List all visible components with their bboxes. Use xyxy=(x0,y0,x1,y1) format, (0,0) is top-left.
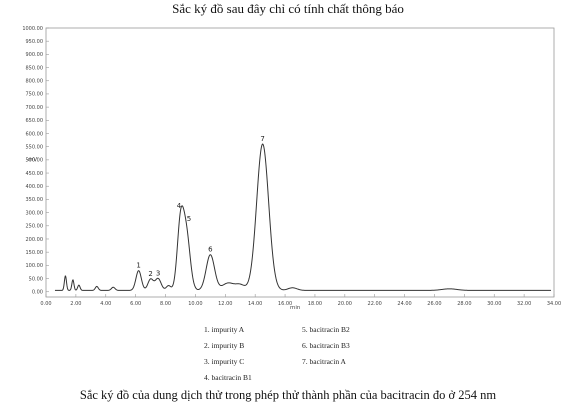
y-tick-label: 350.00 xyxy=(26,197,44,203)
figure-caption: Sắc ký đồ của dung dịch thử trong phép t… xyxy=(79,388,497,402)
y-tick-label: 450.00 xyxy=(26,171,44,177)
x-tick-label: 34.00 xyxy=(547,301,561,307)
x-tick-label: 14.00 xyxy=(248,301,262,307)
y-tick-label: 850.00 xyxy=(26,65,44,71)
peak-label-2: 2 xyxy=(148,270,152,278)
y-tick-label: 500.00 xyxy=(26,158,44,164)
chromatogram-trace xyxy=(54,143,552,291)
peak-label-6: 6 xyxy=(208,246,213,254)
legend-item-impurity-a: 1. impurity A xyxy=(204,325,245,334)
y-tick-label: 0.00 xyxy=(32,290,43,296)
y-axis-unit: mV xyxy=(28,157,37,163)
y-tick-label: 400.00 xyxy=(26,184,44,190)
legend-column-b: 5. bacitracin B2 6. bacitracin B3 7. bac… xyxy=(302,322,350,370)
legend-column-a: 1. impurity A 2. impurity B 3. impurity … xyxy=(204,322,252,386)
peak-label-4: 4 xyxy=(177,202,182,210)
legend-item-bacitracin-b3: 6. bacitracin B3 xyxy=(302,341,350,350)
y-tick-label: 650.00 xyxy=(26,118,44,124)
x-axis-unit: min xyxy=(290,305,301,311)
x-tick-label: 18.00 xyxy=(308,301,322,307)
peak-label-1: 1 xyxy=(136,262,140,270)
x-tick-label: 0.00 xyxy=(40,301,51,307)
y-tick-label: 200.00 xyxy=(26,237,44,243)
legend-item-impurity-c: 3. impurity C xyxy=(204,357,245,366)
peak-label-5: 5 xyxy=(187,215,191,223)
legend-item-impurity-b: 2. impurity B xyxy=(204,341,245,350)
x-tick-label: 16.00 xyxy=(278,301,292,307)
peak-label-3: 3 xyxy=(156,269,160,277)
y-axis: 1000.00 950.00 900.00 850.00 800.00 750.00 700… xyxy=(22,26,49,296)
x-tick-label: 6.00 xyxy=(130,301,141,307)
legend-item-bacitracin-b1: 4. bacitracin B1 xyxy=(204,373,252,382)
x-tick-label: 24.00 xyxy=(397,301,411,307)
y-tick-label: 700.00 xyxy=(26,105,44,111)
peak-label-7: 7 xyxy=(260,135,264,143)
x-tick-label: 32.00 xyxy=(517,301,531,307)
x-tick-label: 22.00 xyxy=(368,301,382,307)
x-axis: 0.00 2.00 4.00 6.00 8.00 10.00 12.00 14.00 16.00… xyxy=(40,294,561,307)
x-tick-label: 30.00 xyxy=(487,301,501,307)
legend-item-bacitracin-a: 7. bacitracin A xyxy=(302,357,346,366)
y-tick-label: 950.00 xyxy=(26,39,44,45)
plot-frame xyxy=(45,27,555,298)
y-tick-label: 250.00 xyxy=(26,224,44,230)
x-tick-label: 20.00 xyxy=(338,301,352,307)
y-tick-label: 150.00 xyxy=(26,250,44,256)
y-tick-label: 1000.00 xyxy=(22,26,43,32)
y-tick-label: 50.00 xyxy=(29,276,43,282)
x-tick-label: 8.00 xyxy=(160,301,171,307)
x-tick-label: 26.00 xyxy=(427,301,441,307)
y-tick-label: 100.00 xyxy=(26,263,44,269)
x-tick-label: 4.00 xyxy=(100,301,111,307)
y-tick-label: 550.00 xyxy=(26,144,44,150)
y-tick-label: 600.00 xyxy=(26,131,44,137)
x-tick-label: 10.00 xyxy=(188,301,202,307)
x-tick-label: 12.00 xyxy=(218,301,232,307)
y-tick-label: 900.00 xyxy=(26,52,44,58)
y-tick-label: 300.00 xyxy=(26,210,44,216)
legend-item-bacitracin-b2: 5. bacitracin B2 xyxy=(302,325,350,334)
chart-title: Sắc ký đồ sau đây chỉ có tính chất thông… xyxy=(172,1,404,16)
y-tick-label: 750.00 xyxy=(26,92,44,98)
y-tick-label: 800.00 xyxy=(26,79,44,85)
x-tick-label: 2.00 xyxy=(70,301,81,307)
peak-labels: 12 3 45 6 7 xyxy=(136,135,264,278)
x-tick-label: 28.00 xyxy=(457,301,471,307)
